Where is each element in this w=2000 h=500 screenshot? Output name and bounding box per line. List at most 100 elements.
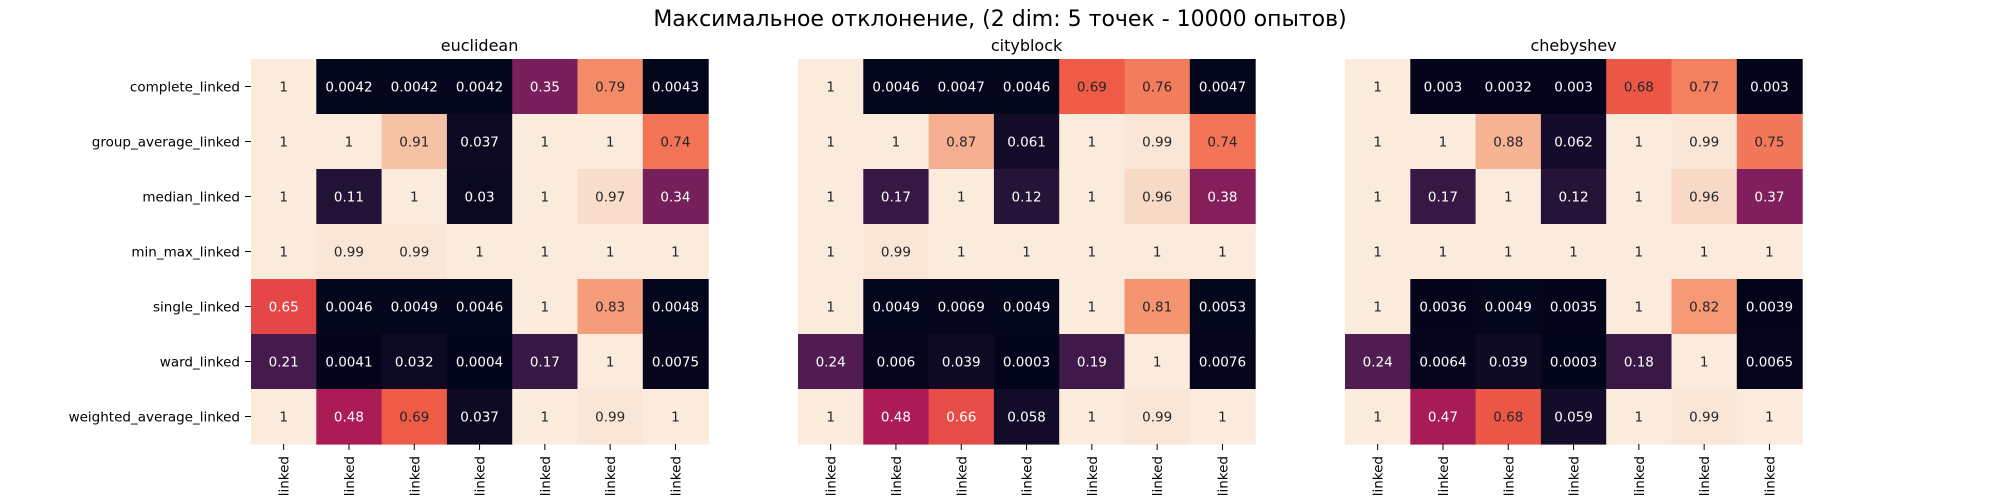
heatmap-cell xyxy=(1671,114,1738,170)
cell-value-label: 1 xyxy=(1504,190,1513,206)
heatmap-cell xyxy=(1124,59,1191,115)
cell-value-label: 1 xyxy=(541,190,550,206)
heatmap-cell xyxy=(1345,114,1411,170)
cell-value-label: 0.0053 xyxy=(1199,300,1246,316)
heatmap-cell xyxy=(1540,334,1607,390)
heatmap-cell xyxy=(928,389,995,445)
heatmap-cell xyxy=(1124,114,1191,170)
cell-value-label: 0.0043 xyxy=(652,80,699,96)
heatmap-cell xyxy=(1475,169,1542,225)
heatmap-cell xyxy=(1189,224,1256,280)
cell-value-label: 0.96 xyxy=(1142,190,1172,206)
cell-value-label: 0.83 xyxy=(595,300,625,316)
cell-value-label: 0.0003 xyxy=(1550,355,1597,371)
heatmap-cell xyxy=(798,169,864,225)
heatmap-cell xyxy=(1671,169,1738,225)
cell-value-label: 1 xyxy=(541,135,550,151)
cell-value-label: 1 xyxy=(279,245,288,261)
cell-value-label: 0.96 xyxy=(1689,190,1719,206)
cell-value-label: 0.68 xyxy=(1493,410,1523,426)
heatmap-cell xyxy=(928,169,995,225)
heatmap-cell xyxy=(1671,279,1738,335)
heatmap-cell xyxy=(1606,224,1673,280)
heatmap-cell xyxy=(1124,334,1191,390)
cell-value-label: 0.003 xyxy=(1554,80,1593,96)
cell-value-label: 0.0046 xyxy=(1003,80,1050,96)
cell-value-label: 0.0064 xyxy=(1419,355,1466,371)
x-tick-label: linked xyxy=(1150,456,1166,496)
x-tick-label: linked xyxy=(1020,456,1036,496)
heatmap-cell xyxy=(512,169,579,225)
x-tick-label: linked xyxy=(889,456,905,496)
cell-value-label: 0.061 xyxy=(1007,135,1046,151)
cell-value-label: 0.24 xyxy=(816,355,846,371)
cell-value-label: 0.99 xyxy=(1142,410,1172,426)
cell-value-label: 0.48 xyxy=(881,410,911,426)
cell-value-label: 0.0032 xyxy=(1485,80,1532,96)
heatmap-cell xyxy=(1059,224,1126,280)
cell-value-label: 0.0003 xyxy=(1003,355,1050,371)
cell-value-label: 0.039 xyxy=(1489,355,1528,371)
x-tick-label: linked xyxy=(1567,456,1583,496)
cell-value-label: 0.19 xyxy=(1077,355,1107,371)
cell-value-label: 0.74 xyxy=(1207,135,1237,151)
heatmap-cell xyxy=(381,169,448,225)
cell-value-label: 0.037 xyxy=(460,135,499,151)
cell-value-label: 0.74 xyxy=(660,135,690,151)
heatmap-cell xyxy=(316,389,383,445)
cell-value-label: 1 xyxy=(1373,300,1382,316)
cell-value-label: 0.03 xyxy=(465,190,495,206)
heatmap-cell xyxy=(1189,59,1256,115)
heatmap-cell xyxy=(1410,224,1477,280)
cell-value-label: 1 xyxy=(1439,135,1448,151)
cell-value-label: 0.66 xyxy=(946,410,976,426)
heatmap-cell xyxy=(577,279,644,335)
cell-value-label: 0.0075 xyxy=(652,355,699,371)
heatmap-cell xyxy=(1606,114,1673,170)
heatmap-cell xyxy=(798,59,864,115)
y-tick-label: weighted_average_linked xyxy=(69,410,240,426)
heatmap-cell xyxy=(1671,334,1738,390)
heatmap-cell xyxy=(577,334,644,390)
heatmap-cell xyxy=(1410,389,1477,445)
cell-value-label: 0.99 xyxy=(1142,135,1172,151)
heatmap-cell xyxy=(1189,279,1256,335)
heatmap-cell xyxy=(993,169,1060,225)
heatmap-cell xyxy=(1671,389,1738,445)
cell-value-label: 0.0042 xyxy=(325,80,372,96)
heatmap-panel-euclidean: euclidean 1 0.0042 0.0042 0.0042 0.35 0.79 0.00… xyxy=(69,36,709,496)
cell-value-label: 0.87 xyxy=(946,135,976,151)
heatmap-cell xyxy=(1540,169,1607,225)
cell-value-label: 1 xyxy=(1635,190,1644,206)
heatmap-cell xyxy=(1736,169,1803,225)
cell-value-label: 0.059 xyxy=(1554,410,1593,426)
cell-value-label: 1 xyxy=(1635,135,1644,151)
heatmap-cell xyxy=(1189,114,1256,170)
cell-value-label: 0.17 xyxy=(881,190,911,206)
cell-value-label: 0.058 xyxy=(1007,410,1046,426)
cell-value-label: 0.0046 xyxy=(872,80,919,96)
cell-value-label: 1 xyxy=(892,135,901,151)
heatmap-cell xyxy=(577,59,644,115)
heatmap-cell xyxy=(863,389,930,445)
cell-value-label: 0.0039 xyxy=(1746,300,1793,316)
heatmap-cell xyxy=(1189,389,1256,445)
cell-value-label: 1 xyxy=(826,410,835,426)
cell-value-label: 0.99 xyxy=(881,245,911,261)
heatmap-cell xyxy=(1736,389,1803,445)
heatmap-panel-chebyshev: chebyshev 1 0.003 0.0032 0.003 0.68 0.77 0.003 1… xyxy=(1345,36,1803,496)
heatmap-cell xyxy=(1475,279,1542,335)
cell-value-label: 1 xyxy=(1569,245,1578,261)
heatmap-cell xyxy=(1540,59,1607,115)
heatmap-cell xyxy=(446,279,513,335)
heatmap-cell xyxy=(446,169,513,225)
heatmap-cell xyxy=(1410,334,1477,390)
heatmap-cell xyxy=(577,389,644,445)
cell-value-label: 0.062 xyxy=(1554,135,1593,151)
cell-value-label: 0.11 xyxy=(334,190,364,206)
cell-value-label: 1 xyxy=(1700,245,1709,261)
heatmap-cell xyxy=(1606,169,1673,225)
heatmap-cell xyxy=(577,114,644,170)
heatmap-cell xyxy=(1059,59,1126,115)
panel-subtitle: chebyshev xyxy=(1530,36,1616,55)
